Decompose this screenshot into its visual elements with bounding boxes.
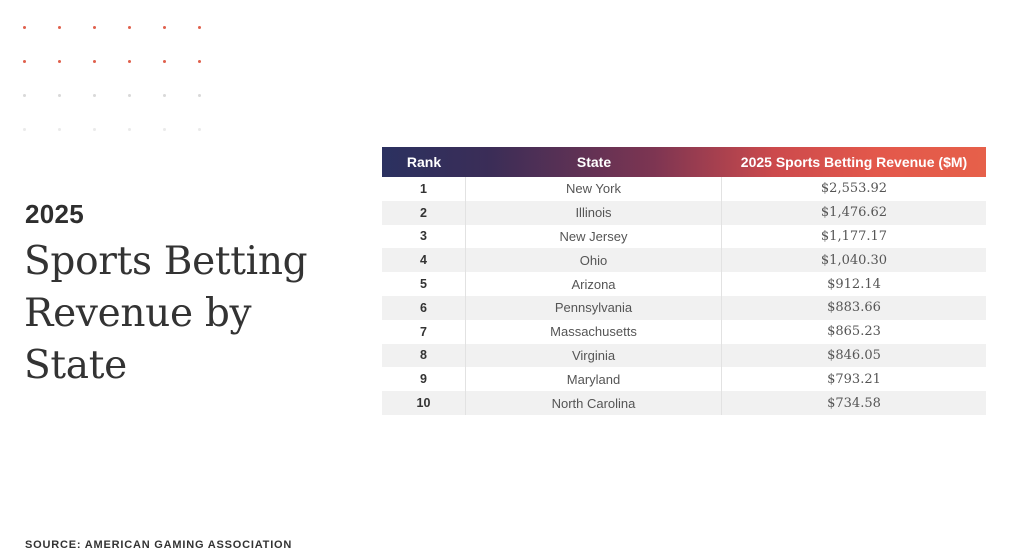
rank-cell: 9 [382, 367, 466, 392]
revenue-cell: $1,476.62 [820, 205, 888, 221]
decorative-dot [163, 26, 166, 29]
decorative-dot [198, 94, 201, 97]
table-row: 8 Virginia $846.05 [382, 343, 986, 368]
decorative-dot [128, 128, 131, 131]
decorative-dot-grid [23, 26, 213, 136]
revenue-cell: $1,177.17 [820, 228, 888, 244]
table-body: 1 New York $2,553.92 2 Illinois $1,476.62 3 New… [382, 177, 986, 415]
table-header: Rank State 2025 Sports Betting Revenue (… [382, 147, 986, 177]
revenue-cell: $2,553.92 [820, 181, 888, 197]
state-cell: North Carolina [466, 391, 722, 415]
decorative-dot [93, 60, 96, 63]
decorative-dot [23, 60, 26, 63]
state-cell: Illinois [466, 200, 722, 225]
decorative-dot [163, 128, 166, 131]
decorative-dot [198, 60, 201, 63]
revenue-cell: $1,040.30 [820, 252, 888, 268]
decorative-dot [128, 26, 131, 29]
rank-cell: 2 [382, 200, 466, 225]
decorative-dot [128, 60, 131, 63]
decorative-dot [163, 60, 166, 63]
decorative-dot [93, 128, 96, 131]
decorative-dot [93, 94, 96, 97]
revenue-cell: $865.23 [827, 324, 881, 340]
table-row: 10 North Carolina $734.58 [382, 391, 986, 415]
revenue-cell: $793.21 [827, 371, 881, 387]
rank-cell: 4 [382, 248, 466, 273]
state-cell: Pennsylvania [466, 295, 722, 320]
state-cell: Virginia [466, 343, 722, 368]
revenue-cell: $912.14 [827, 276, 881, 292]
source-note: SOURCE: AMERICAN GAMING ASSOCIATION [25, 539, 293, 551]
table-row: 1 New York $2,553.92 [382, 177, 986, 201]
table-row: 7 Massachusetts $865.23 [382, 319, 986, 344]
revenue-cell: $883.66 [827, 300, 881, 316]
decorative-dot [128, 94, 131, 97]
rank-cell: 10 [382, 391, 466, 415]
state-cell: Ohio [466, 248, 722, 273]
rank-cell: 7 [382, 319, 466, 344]
heading-year: 2025 [25, 199, 85, 229]
table-row: 5 Arizona $912.14 [382, 272, 986, 296]
decorative-dot [23, 128, 26, 131]
decorative-dot [58, 128, 61, 131]
table-row: 3 New Jersey $1,177.17 [382, 224, 986, 249]
column-header-revenue: 2025 Sports Betting Revenue ($M) [740, 154, 968, 170]
rank-cell: 5 [382, 272, 466, 296]
decorative-dot [23, 26, 26, 29]
state-cell: Maryland [466, 367, 722, 392]
column-header-rank: Rank [406, 154, 442, 170]
decorative-dot [93, 26, 96, 29]
decorative-dot [163, 94, 166, 97]
decorative-dot [198, 26, 201, 29]
column-header-state: State [576, 154, 612, 170]
rank-cell: 8 [382, 343, 466, 368]
state-cell: Arizona [466, 272, 722, 296]
decorative-dot [198, 128, 201, 131]
page-title: Sports Betting Revenue by State [24, 239, 308, 388]
revenue-cell: $846.05 [827, 347, 881, 363]
table-row: 9 Maryland $793.21 [382, 367, 986, 392]
decorative-dot [58, 26, 61, 29]
rank-cell: 6 [382, 295, 466, 320]
decorative-dot [58, 94, 61, 97]
state-cell: Massachusetts [466, 319, 722, 344]
rank-cell: 3 [382, 224, 466, 249]
rank-cell: 1 [382, 177, 466, 201]
table-row: 2 Illinois $1,476.62 [382, 200, 986, 225]
table-row: 6 Pennsylvania $883.66 [382, 295, 986, 320]
revenue-cell: $734.58 [827, 395, 881, 411]
table-row: 4 Ohio $1,040.30 [382, 248, 986, 273]
decorative-dot [23, 94, 26, 97]
state-cell: New Jersey [466, 224, 722, 249]
state-cell: New York [466, 177, 722, 201]
decorative-dot [58, 60, 61, 63]
revenue-table: Rank State 2025 Sports Betting Revenue (… [382, 147, 986, 415]
